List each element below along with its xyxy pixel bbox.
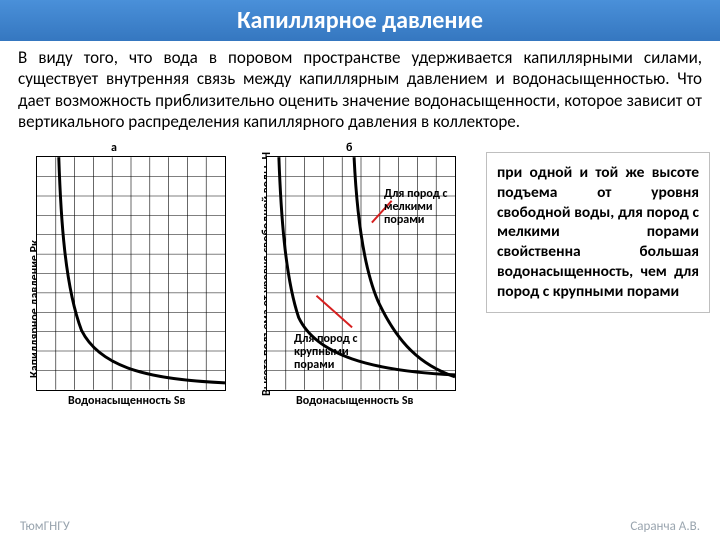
intro-paragraph: В виду того, что вода в поровом простран… — [0, 41, 720, 136]
side-note-text: при одной и той же высоте подъема от уро… — [497, 163, 699, 301]
chart-a — [36, 156, 226, 391]
chart-a-xlabel: Водонасыщенность Sв — [68, 394, 185, 408]
red-pointer-small — [316, 296, 352, 328]
footer-left: ТюмГНГУ — [20, 519, 70, 534]
side-note-box: при одной и той же высоте подъема от уро… — [486, 152, 710, 313]
chart-a-curve — [59, 157, 225, 383]
footer: ТюмГНГУ Саранча А.В. — [0, 519, 720, 534]
content-row: а б Капиллярное давление Pк Высота подъе… — [0, 136, 720, 428]
large-pores-label: Для пород с крупными порами — [294, 333, 376, 373]
chart-a-grid — [37, 157, 225, 390]
chart-b-label: б — [346, 141, 352, 155]
small-pores-label: Для пород с мелкими порами — [384, 188, 456, 228]
charts-area: а б Капиллярное давление Pк Высота подъе… — [6, 138, 478, 428]
chart-b-xlabel: Водонасыщенность Sв — [296, 394, 413, 408]
intro-text: В виду того, что вода в поровом простран… — [18, 47, 702, 132]
slide-title: Капиллярное давление — [237, 6, 483, 35]
chart-a-label: а — [111, 141, 117, 155]
chart-a-svg — [37, 157, 225, 390]
footer-right: Саранча А.В. — [630, 519, 700, 534]
slide-header: Капиллярное давление — [0, 0, 720, 41]
